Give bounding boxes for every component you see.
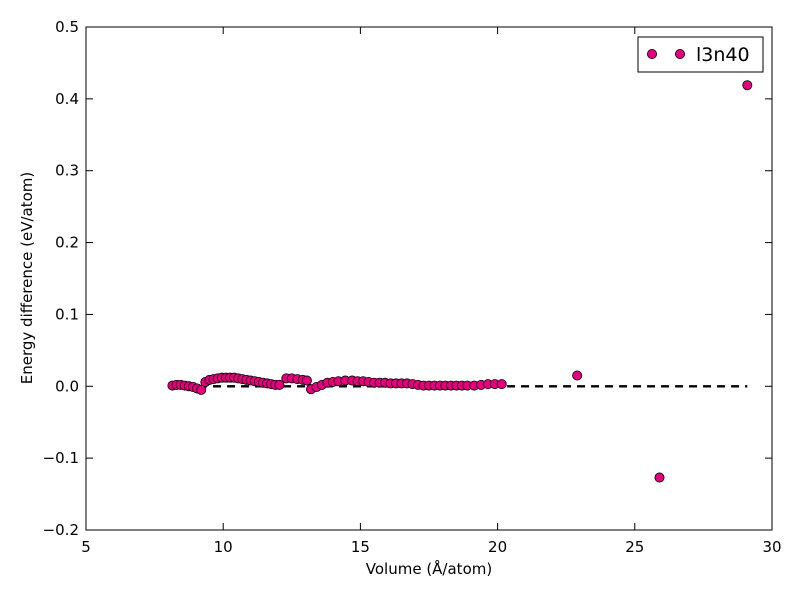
y-tick-label: 0.1 [55, 305, 79, 323]
y-tick-label: −0.2 [43, 521, 79, 539]
data-point [274, 379, 285, 390]
y-tick-label: 0.5 [55, 18, 79, 36]
plot-frame [85, 26, 773, 531]
y-tick-label: 0.2 [55, 234, 79, 252]
data-point [196, 384, 207, 395]
y-tick-label: 0.3 [55, 162, 79, 180]
legend-marker [647, 49, 658, 60]
data-points [167, 80, 753, 483]
y-ticks: −0.2 −0.1 0.0 0.1 0.2 0.3 0.4 0.5 [43, 18, 772, 539]
x-axis-label: Volume (Å/atom) [366, 559, 492, 578]
data-point [654, 472, 665, 483]
y-tick-label: 0.0 [55, 377, 79, 395]
y-axis-label: Energy difference (eV/atom) [18, 172, 36, 384]
y-tick-label: −0.1 [43, 449, 79, 467]
x-tick-label: 25 [625, 538, 644, 556]
data-point [496, 379, 507, 390]
legend-marker [675, 49, 686, 60]
x-tick-label: 20 [488, 538, 507, 556]
legend-frame [637, 36, 764, 73]
x-tick-label: 10 [214, 538, 233, 556]
y-tick-label: 0.4 [55, 90, 79, 108]
legend-label: l3n40 [696, 44, 750, 66]
data-point [301, 375, 312, 386]
x-ticks: 5 10 15 20 25 30 [81, 27, 782, 556]
x-tick-label: 30 [762, 538, 781, 556]
x-tick-label: 5 [81, 538, 91, 556]
data-point [572, 370, 583, 381]
x-tick-label: 15 [351, 538, 370, 556]
plot-area: 5 10 15 20 25 30 −0.2 −0.1 0.0 0.1 0.2 0.3 0.4 0.5 [43, 18, 782, 556]
data-point [742, 80, 753, 91]
legend: l3n40 [637, 36, 764, 73]
